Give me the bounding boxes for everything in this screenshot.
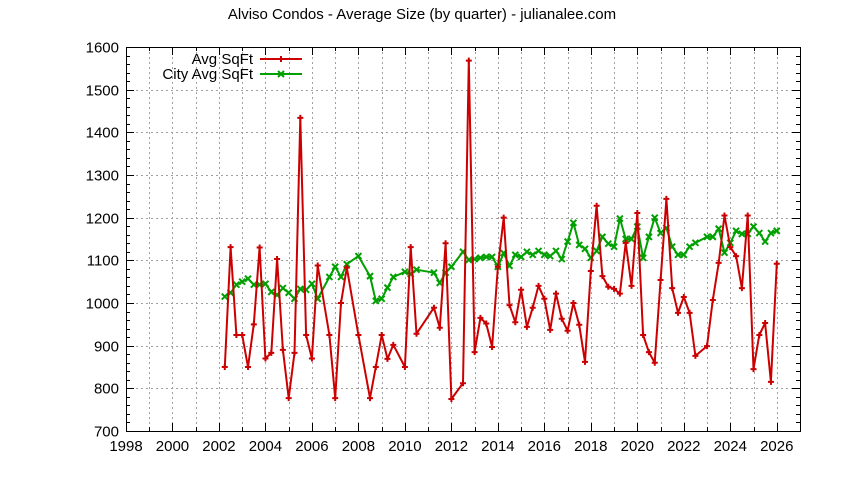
x-tick-label: 1998 xyxy=(109,438,142,455)
x-tick-label: 2010 xyxy=(388,438,421,455)
legend-item: Avg SqFt xyxy=(192,51,302,68)
x-tick-label: 2002 xyxy=(202,438,235,455)
x-tick-label: 2004 xyxy=(249,438,282,455)
axes xyxy=(126,47,801,432)
x-axis-tick-labels: 1998 2000 2002 2004 2006 2008 2010 2012 2014 2016… xyxy=(109,438,793,455)
data-series xyxy=(221,57,781,402)
legend-item: City Avg SqFt xyxy=(162,66,302,83)
x-tick-label: 2016 xyxy=(528,438,561,455)
y-tick-label: 900 xyxy=(94,339,119,356)
y-tick-label: 800 xyxy=(94,381,119,398)
y-tick-label: 1100 xyxy=(87,253,119,270)
x-tick-label: 2020 xyxy=(621,438,654,455)
legend-label: City Avg SqFt xyxy=(162,66,253,83)
x-tick-label: 2012 xyxy=(435,438,468,455)
legend-label: Avg SqFt xyxy=(192,51,254,68)
x-tick-label: 2006 xyxy=(295,438,328,455)
x-tick-label: 2018 xyxy=(574,438,607,455)
x-tick-label: 2022 xyxy=(667,438,700,455)
x-tick-label: 2000 xyxy=(156,438,189,455)
y-tick-label: 700 xyxy=(94,424,119,441)
y-tick-label: 1300 xyxy=(86,168,119,185)
chart-title: Alviso Condos - Average Size (by quarter… xyxy=(0,6,844,23)
chart-title-text: Alviso Condos - Average Size (by quarter… xyxy=(227,6,617,23)
y-tick-label: 1200 xyxy=(86,211,119,228)
y-tick-label: 1600 xyxy=(86,40,119,57)
x-tick-label: 2014 xyxy=(481,438,514,455)
x-tick-label: 2008 xyxy=(342,438,375,455)
x-tick-label: 2024 xyxy=(714,438,747,455)
plot-frame xyxy=(126,47,801,432)
y-axis-tick-labels: 700 800 900 1000 1100 1200 1300 1400 1500 1600 xyxy=(86,40,119,441)
x-tick-label: 2026 xyxy=(760,438,793,455)
y-tick-label: 1500 xyxy=(86,83,119,100)
series-avg-sqft xyxy=(221,57,780,402)
y-tick-label: 1400 xyxy=(86,125,119,142)
y-tick-label: 1000 xyxy=(86,296,119,313)
